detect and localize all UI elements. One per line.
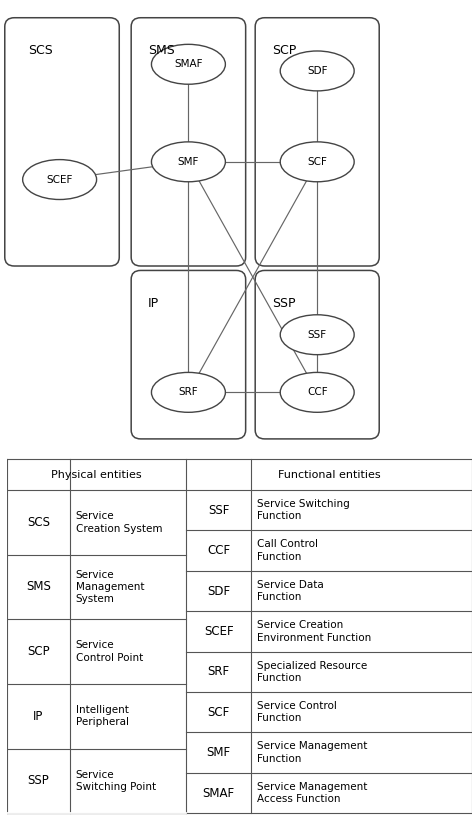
Text: IP: IP (33, 710, 44, 722)
Text: SSF: SSF (307, 330, 326, 340)
Text: IP: IP (148, 297, 159, 310)
Text: Functional entities: Functional entities (278, 470, 380, 479)
FancyBboxPatch shape (255, 18, 378, 266)
Text: Specialized Resource
Function: Specialized Resource Function (257, 661, 367, 683)
Text: SRF: SRF (207, 665, 229, 678)
Text: Physical entities: Physical entities (51, 470, 142, 479)
Ellipse shape (151, 44, 225, 85)
Text: Service
Creation System: Service Creation System (75, 511, 162, 534)
Text: SMAF: SMAF (174, 59, 202, 69)
Text: Service Management
Access Function: Service Management Access Function (257, 782, 367, 805)
Text: SDF: SDF (207, 585, 230, 598)
Text: SCF: SCF (307, 157, 327, 167)
Text: Call Control
Function: Call Control Function (257, 539, 317, 562)
Text: SCS: SCS (27, 516, 50, 529)
Text: CCF: CCF (207, 544, 230, 557)
Text: SRF: SRF (178, 388, 198, 397)
Ellipse shape (151, 373, 225, 412)
Text: SMF: SMF (178, 157, 198, 167)
Text: SMF: SMF (206, 746, 230, 759)
Text: Service
Management
System: Service Management System (75, 570, 144, 604)
FancyBboxPatch shape (131, 270, 245, 439)
Ellipse shape (280, 142, 353, 181)
Text: SSP: SSP (271, 297, 295, 310)
Text: Service Control
Function: Service Control Function (257, 701, 336, 723)
Text: SCS: SCS (29, 44, 53, 57)
Text: SSP: SSP (28, 774, 50, 787)
Text: Intelligent
Peripheral: Intelligent Peripheral (75, 705, 128, 727)
FancyBboxPatch shape (5, 18, 119, 266)
Text: Service
Control Point: Service Control Point (75, 640, 142, 663)
Text: SMS: SMS (26, 580, 51, 594)
Text: Service Data
Function: Service Data Function (257, 580, 323, 603)
Ellipse shape (280, 51, 353, 91)
Text: SMAF: SMAF (202, 787, 234, 800)
Ellipse shape (151, 142, 225, 181)
FancyBboxPatch shape (255, 270, 378, 439)
Text: SMS: SMS (148, 44, 174, 57)
Ellipse shape (23, 159, 96, 200)
Text: SCEF: SCEF (46, 175, 73, 185)
Text: SCEF: SCEF (204, 625, 233, 638)
Text: Service
Switching Point: Service Switching Point (75, 770, 155, 792)
Text: SCF: SCF (207, 706, 229, 718)
Text: SCP: SCP (27, 645, 50, 658)
Ellipse shape (280, 314, 353, 355)
Text: SCP: SCP (271, 44, 296, 57)
Ellipse shape (280, 373, 353, 412)
FancyBboxPatch shape (131, 18, 245, 266)
Text: SSF: SSF (208, 503, 229, 516)
Text: CCF: CCF (306, 388, 327, 397)
Text: Service Creation
Environment Function: Service Creation Environment Function (257, 620, 370, 643)
Text: Service Management
Function: Service Management Function (257, 741, 367, 764)
Text: SDF: SDF (307, 66, 327, 76)
Text: Service Switching
Function: Service Switching Function (257, 499, 349, 521)
